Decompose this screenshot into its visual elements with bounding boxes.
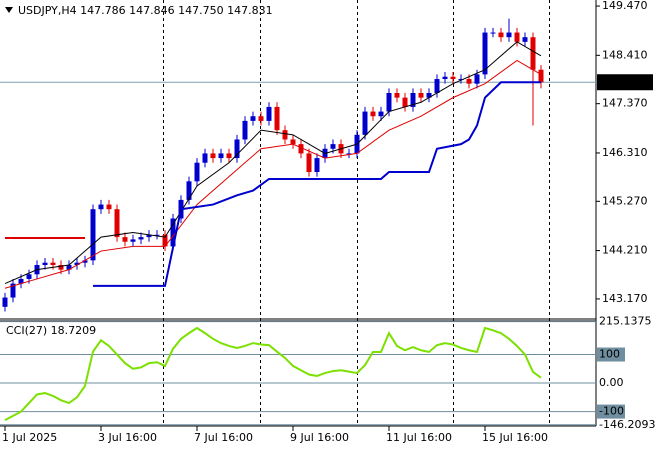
- candle-body: [154, 234, 160, 236]
- candle-body: [26, 274, 32, 279]
- candle-body: [90, 209, 96, 261]
- candle-body: [418, 92, 424, 98]
- candle-body: [282, 130, 288, 140]
- indicator-label: CCI(27) 18.7209: [6, 324, 96, 337]
- candle-body: [434, 79, 440, 93]
- x-tick-label: 11 Jul 16:00: [386, 431, 452, 444]
- candle-body: [218, 153, 224, 159]
- candle-body: [402, 97, 408, 107]
- candle-body: [394, 92, 400, 98]
- candle-body: [2, 297, 8, 307]
- candle-body: [82, 260, 88, 263]
- candle-body: [330, 144, 336, 149]
- candle-body: [530, 37, 536, 70]
- y-tick-label: 143.170: [602, 292, 648, 305]
- y-tick-label: 145.270: [602, 194, 648, 207]
- candle-body: [306, 153, 312, 173]
- candle-body: [42, 262, 48, 265]
- y-tick-label: -146.2093: [599, 418, 655, 431]
- candle-body: [442, 76, 448, 80]
- candle-body: [274, 106, 280, 131]
- candle-body: [250, 116, 256, 121]
- candle-body: [194, 162, 200, 182]
- candle-body: [298, 144, 304, 154]
- candle-body: [370, 111, 376, 117]
- candle-body: [210, 153, 216, 159]
- y-tick-label: 0.00: [599, 376, 624, 389]
- candle-body: [466, 79, 472, 84]
- candle-body: [346, 153, 352, 155]
- x-tick-label: 15 Jul 16:00: [482, 431, 548, 444]
- candle-body: [66, 265, 72, 270]
- candle-body: [522, 37, 528, 42]
- candle-body: [202, 153, 208, 163]
- y-tick-label: -100: [599, 405, 624, 418]
- candle-body: [130, 239, 136, 242]
- candle-body: [58, 265, 64, 270]
- indicator-line: [4, 59, 542, 289]
- price-label: 147.831: [601, 75, 647, 88]
- y-tick-label: 148.410: [602, 48, 648, 61]
- candle-body: [258, 116, 264, 121]
- candle-body: [170, 218, 176, 247]
- y-tick-label: 147.370: [602, 97, 648, 110]
- y-tick-label: 215.1375: [599, 315, 652, 328]
- candle-body: [490, 32, 496, 34]
- candle-body: [242, 120, 248, 140]
- candle-body: [482, 32, 488, 75]
- candle-body: [386, 92, 392, 112]
- indicator-line: [93, 81, 541, 287]
- candle-body: [538, 69, 544, 83]
- candle-body: [18, 278, 24, 284]
- candle-body: [450, 76, 456, 80]
- level-label-box: [597, 347, 625, 362]
- menu-arrow: [5, 7, 13, 13]
- candle-body: [106, 204, 112, 210]
- candle-body: [378, 111, 384, 117]
- candle-body: [506, 32, 512, 38]
- candle-body: [458, 79, 464, 81]
- candle-body: [410, 92, 416, 107]
- level-label-box: [597, 404, 625, 419]
- candle-body: [266, 106, 272, 121]
- x-tick-label: 1 Jul 2025: [2, 431, 57, 444]
- candle-body: [314, 158, 320, 173]
- y-tick-label: 100: [599, 348, 620, 361]
- candle-body: [362, 111, 368, 135]
- candle-body: [186, 181, 192, 200]
- candle-body: [514, 32, 520, 42]
- x-tick-label: 7 Jul 16:00: [194, 431, 253, 444]
- x-tick-label: 3 Jul 16:00: [98, 431, 157, 444]
- price-label-box: [597, 74, 653, 91]
- candle-body: [146, 234, 152, 238]
- candle-body: [74, 262, 80, 265]
- candle-body: [290, 139, 296, 145]
- chart-header: USDJPY,H4 147.786 147.846 147.750 147.83…: [18, 4, 273, 17]
- x-tick-label: 9 Jul 16:00: [290, 431, 349, 444]
- candle-body: [122, 237, 128, 242]
- candle-body: [474, 74, 480, 84]
- candle-body: [226, 153, 232, 159]
- candle-body: [162, 234, 168, 247]
- candle-body: [10, 283, 16, 298]
- y-tick-label: 144.210: [602, 244, 648, 257]
- indicator-line: [4, 41, 542, 285]
- candle-body: [426, 92, 432, 98]
- cci-line: [4, 326, 542, 422]
- candle-body: [98, 204, 104, 210]
- candle-body: [234, 139, 240, 159]
- candle-body: [498, 32, 504, 38]
- candle-body: [114, 209, 120, 238]
- y-tick-label: 149.470: [602, 0, 648, 12]
- candle-body: [138, 237, 144, 240]
- candle-body: [50, 262, 56, 265]
- y-tick-label: 146.310: [602, 146, 648, 159]
